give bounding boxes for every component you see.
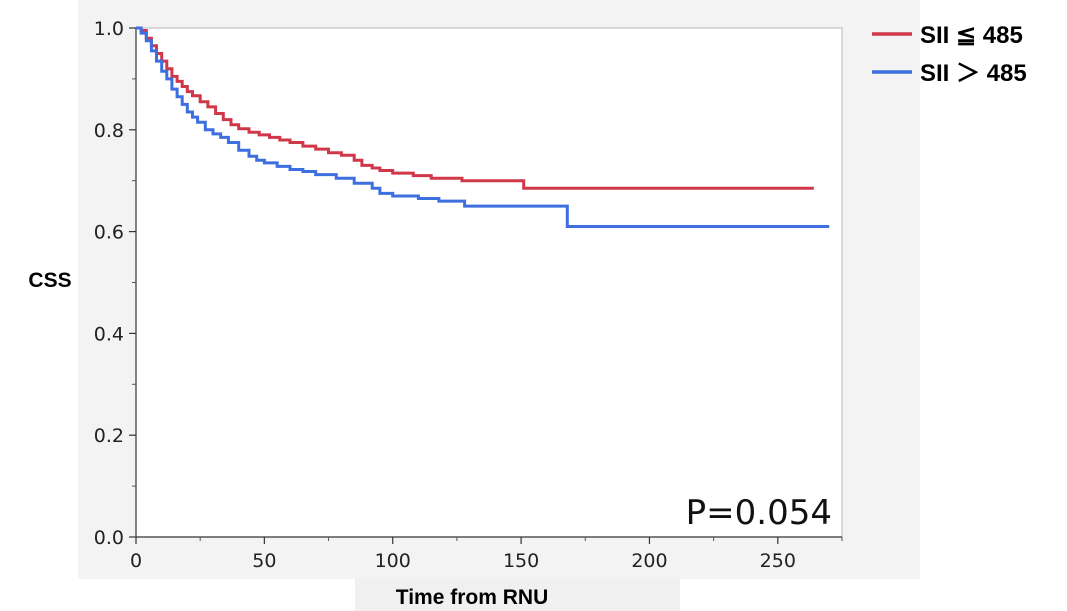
plot-frame <box>135 27 843 538</box>
y-axis-title: CSS <box>28 269 71 292</box>
legend-label-sii-low: SII ≦ 485 <box>920 22 1023 49</box>
x-tick-label: 150 <box>503 550 539 572</box>
x-axis-title: Time from RNU <box>396 586 548 609</box>
x-tick-label: 0 <box>130 550 142 572</box>
y-tick-label: 0.0 <box>94 527 124 549</box>
x-tick-label: 100 <box>375 550 411 572</box>
series-line-sii-low <box>136 26 814 190</box>
x-tick-label: 250 <box>760 550 796 572</box>
legend-label-sii-high: SII ＞ 485 <box>920 60 1027 87</box>
y-tick-label: 0.6 <box>94 222 124 244</box>
legend: SII ≦ 485 SII ＞ 485 <box>872 22 1027 87</box>
series-lines <box>136 26 830 228</box>
y-tick-label: 0.2 <box>94 425 124 447</box>
x-axis-ticks: 0 50 100 150 200 250 <box>130 537 843 572</box>
p-value-annotation: P=0.054 <box>686 493 832 533</box>
y-axis-ticks: 0.0 0.2 0.4 0.6 0.8 1.0 <box>94 18 136 549</box>
y-tick-label: 0.8 <box>94 120 124 142</box>
y-tick-label: 0.4 <box>94 323 124 345</box>
series-line-sii-high <box>136 26 830 228</box>
x-tick-label: 50 <box>252 550 276 572</box>
xlabel-background <box>355 579 680 611</box>
x-tick-label: 200 <box>631 550 667 572</box>
y-tick-label: 1.0 <box>94 18 124 40</box>
